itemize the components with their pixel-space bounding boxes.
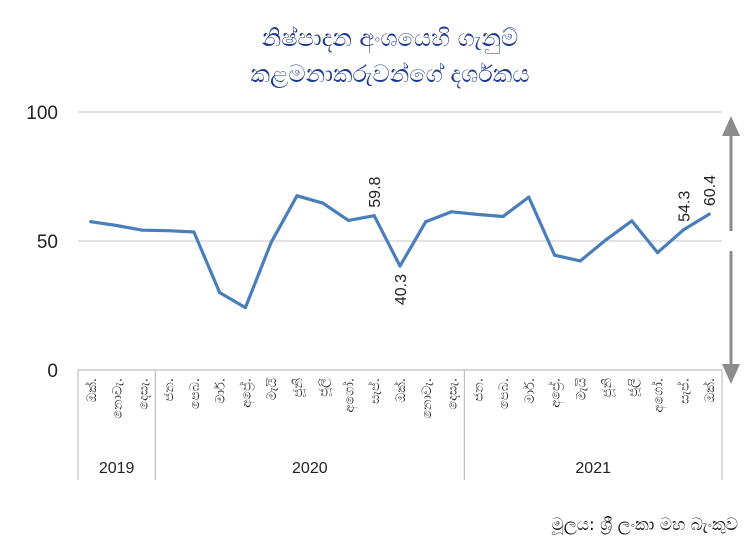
x-tick-label-8: ජූනි [291,378,306,398]
data-point-4 [192,230,196,234]
data-point-22 [656,251,660,255]
data-point-24 [707,212,711,216]
data-point-16 [501,214,505,219]
x-tick-label-9: ජූලි [317,378,332,397]
data-label-11: 59.8 [367,176,384,207]
data-point-5 [218,291,222,295]
x-tick-label-14: දෙසැ. [446,378,461,410]
x-tick-label-6: අප්‍රේ. [238,378,254,408]
year-label-2021: 2021 [575,460,611,477]
x-tick-label-16: පෙබ. [497,378,512,409]
data-point-6 [243,305,248,310]
year-label-2020: 2020 [292,460,328,477]
x-tick-label-10: අගෝ. [341,378,357,413]
x-tick-label-11: සැප්. [367,378,383,404]
data-point-18 [552,253,557,257]
data-point-2 [140,228,144,232]
data-point-15 [475,212,479,217]
threshold-arrow-up-head [722,116,740,136]
data-point-19 [578,259,582,263]
y-tick-label-50: 50 [37,232,58,253]
data-point-20 [604,238,608,242]
x-tick-label-12: ඔක්. [393,378,409,402]
data-point-12 [398,264,402,268]
threshold-arrow-down-head [722,364,740,384]
data-point-0 [89,220,93,224]
data-point-3 [166,229,170,233]
x-tick-label-0: ඔක්. [84,378,100,402]
data-point-17 [527,195,531,199]
x-tick-label-1: නොවැ. [111,378,126,419]
x-tick-label-3: ජන. [162,378,177,402]
x-tick-label-20: ජූනි [600,378,615,398]
data-point-9 [321,201,325,205]
data-point-14 [449,210,454,214]
data-point-7 [269,240,273,244]
data-point-1 [115,223,119,228]
y-tick-label-0: 0 [47,361,58,382]
data-label-24: 60.4 [702,175,719,206]
x-tick-label-7: මැයි [265,378,280,401]
x-tick-label-15: ජන. [471,378,486,402]
x-tick-label-2: දෙසැ. [136,378,151,410]
x-tick-label-22: අගෝ. [651,378,667,413]
data-point-11 [372,214,376,218]
y-tick-label-100: 100 [26,103,58,124]
chart-source: මූලය: ශ්‍රී ලංකා මහ බැංකුව [552,515,738,535]
x-tick-label-4: පෙබ. [188,378,203,409]
data-label-12: 40.3 [393,274,410,305]
data-point-10 [346,218,351,222]
year-label-2019: 2019 [99,460,135,477]
data-point-8 [295,194,299,198]
data-point-13 [424,220,428,224]
data-label-23: 54.3 [676,191,693,222]
x-tick-label-23: සැප්. [676,378,692,404]
x-tick-label-18: අප්‍රේ. [547,378,563,408]
x-tick-label-24: ඔක්. [702,378,718,402]
chart-title-line-1: නිෂ්පාදන අංශයෙහි ගැනුම් [262,24,518,54]
x-tick-label-17: මාර්. [522,378,538,404]
x-tick-label-19: මැයි [574,378,589,401]
data-point-23 [681,228,685,232]
x-tick-label-5: මාර්. [213,378,229,404]
x-tick-label-13: නොවැ. [420,378,435,419]
x-tick-label-21: ජූලි [626,378,641,397]
chart-title-line-2: කළමනාකරුවන්ගේ දර්ශකය [251,60,530,89]
data-point-21 [630,219,634,223]
